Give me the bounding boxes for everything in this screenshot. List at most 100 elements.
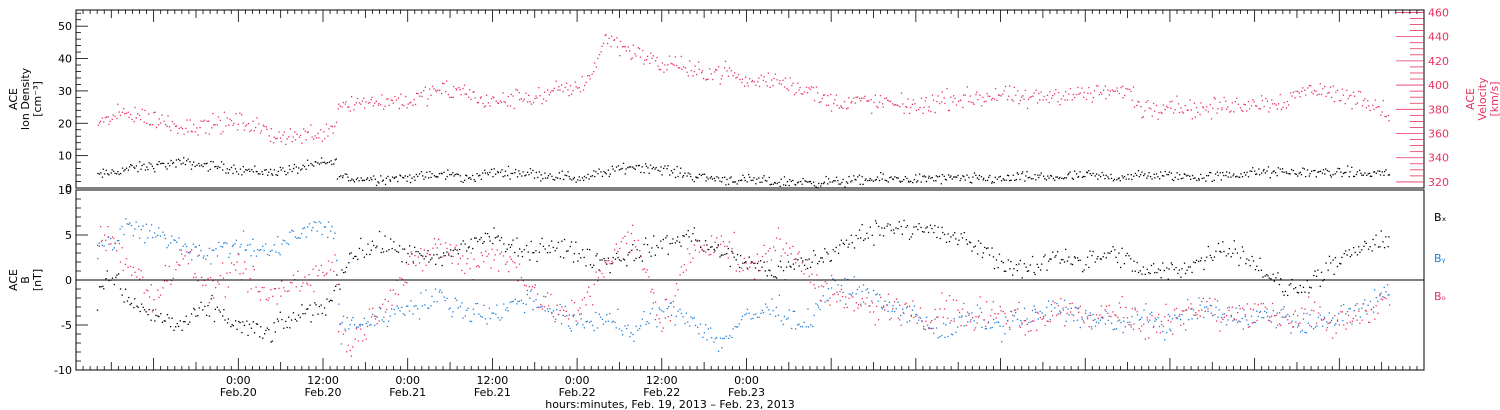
velocity-point [991, 97, 994, 99]
b-point-2 [427, 307, 429, 309]
b-point-2 [1261, 317, 1263, 319]
b-point-2 [669, 302, 671, 304]
velocity-point [1226, 108, 1228, 110]
b-point-1 [1217, 242, 1220, 245]
velocity-point [536, 97, 538, 99]
density-point [605, 173, 607, 175]
b-point-1 [653, 235, 655, 237]
b-point-1 [1131, 270, 1133, 272]
b-point-1 [236, 328, 238, 330]
density-point [785, 184, 787, 186]
velocity-point [946, 87, 948, 90]
velocity-point [1148, 107, 1150, 109]
velocity-point [1171, 100, 1173, 102]
density-point [409, 174, 411, 176]
b-point-1 [934, 225, 936, 227]
b-point-2 [1001, 341, 1003, 343]
velocity-point [1071, 99, 1073, 101]
velocity-point [423, 90, 425, 92]
b-point-2 [892, 305, 894, 307]
density-point [1264, 172, 1266, 174]
velocity-point [562, 90, 564, 93]
b-point-2 [344, 328, 346, 330]
b-point-3 [567, 318, 570, 320]
velocity-point [1348, 95, 1351, 97]
density-point [976, 177, 978, 179]
density-point [617, 165, 620, 167]
velocity-point [818, 101, 820, 103]
velocity-point [941, 91, 943, 93]
b-point-1 [401, 261, 403, 263]
density-point [1096, 173, 1098, 175]
b-point-2 [680, 312, 683, 315]
b-point-1 [1215, 250, 1217, 252]
b-point-2 [769, 313, 771, 315]
b-point-1 [706, 244, 708, 246]
density-point [983, 177, 985, 179]
b-point-3 [1134, 309, 1136, 311]
velocity-point [642, 49, 644, 52]
velocity-point [707, 78, 709, 80]
b-point-3 [463, 272, 466, 275]
b-point-2 [1188, 319, 1190, 321]
velocity-point [1266, 100, 1269, 102]
b-point-2 [533, 300, 535, 302]
b-point-2 [1269, 320, 1271, 322]
b-point-1 [492, 242, 494, 245]
density-point [892, 178, 894, 181]
b-point-1 [776, 277, 778, 279]
velocity-point [220, 133, 222, 135]
b-point-3 [157, 289, 159, 291]
b-point-2 [1094, 319, 1096, 321]
density-point [1249, 170, 1251, 172]
velocity-point [170, 129, 172, 132]
b-point-3 [899, 304, 901, 306]
b-point-3 [1154, 317, 1156, 319]
b-point-1 [627, 254, 629, 256]
b-point-2 [100, 241, 103, 243]
b-point-2 [1385, 291, 1387, 293]
b-point-1 [248, 323, 251, 325]
velocity-point [853, 97, 855, 99]
density-point [246, 169, 248, 171]
b-point-3 [1318, 312, 1320, 314]
density-point [119, 172, 122, 175]
b-point-2 [856, 289, 858, 291]
density-point [612, 168, 614, 170]
b-point-2 [1187, 298, 1189, 301]
b-point-2 [269, 250, 272, 252]
density-point [739, 179, 742, 182]
density-point [823, 182, 825, 185]
density-point [480, 178, 482, 180]
b-point-3 [451, 262, 453, 264]
b-point-2 [1287, 313, 1289, 316]
b-point-1 [1109, 252, 1111, 254]
velocity-point [217, 116, 220, 118]
velocity-axis-title-line: [km/s] [1488, 81, 1500, 116]
density-point [736, 183, 738, 185]
velocity-point [1101, 93, 1103, 95]
density-point [544, 172, 546, 174]
density-point [205, 163, 207, 165]
b-point-1 [942, 231, 944, 234]
b-point-1 [226, 322, 229, 324]
b-point-2 [1342, 320, 1344, 322]
velocity-point [744, 85, 746, 87]
b-point-2 [1382, 296, 1384, 298]
velocity-point [724, 60, 727, 62]
b-point-2 [489, 317, 491, 320]
density-point [1198, 178, 1200, 180]
density-point [1179, 174, 1181, 176]
velocity-point [808, 87, 810, 89]
b-point-2 [778, 294, 781, 296]
density-point [1021, 173, 1023, 175]
density-point [713, 177, 715, 180]
b-point-2 [687, 321, 689, 323]
velocity-point [569, 85, 572, 87]
b-point-1 [1015, 264, 1018, 266]
density-point [854, 178, 856, 181]
b-point-2 [511, 301, 513, 303]
b-point-2 [486, 323, 488, 325]
b-point-2 [116, 240, 119, 242]
density-point [1272, 171, 1274, 173]
